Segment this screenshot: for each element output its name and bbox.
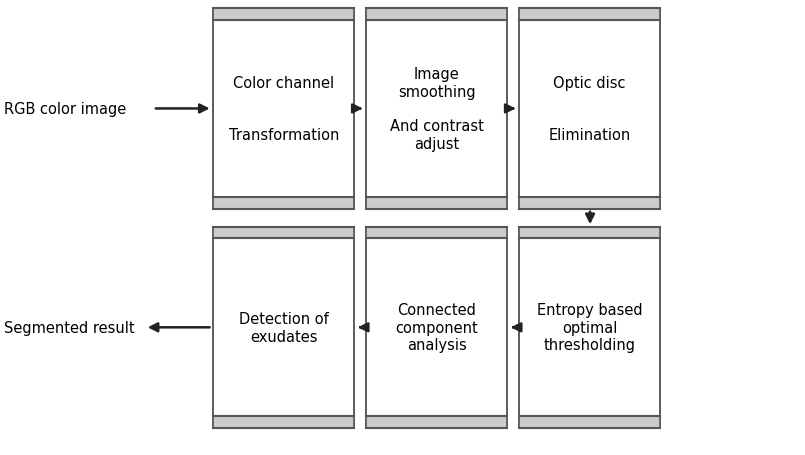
Bar	[366, 228, 507, 428]
Bar	[213, 198, 354, 209]
Bar	[519, 228, 660, 428]
Bar	[213, 9, 354, 209]
Text: Detection of
exudates: Detection of exudates	[239, 311, 328, 344]
Text: RGB color image: RGB color image	[4, 102, 126, 116]
Text: Image
smoothing

And contrast
adjust: Image smoothing And contrast adjust	[390, 67, 484, 152]
Bar	[519, 9, 660, 20]
Text: Entropy based
optimal
thresholding: Entropy based optimal thresholding	[537, 303, 642, 353]
Text: Optic disc


Elimination: Optic disc Elimination	[548, 76, 631, 143]
Bar	[366, 9, 507, 209]
Bar	[366, 9, 507, 20]
Text: Connected
component
analysis: Connected component analysis	[395, 303, 478, 353]
Text: Segmented result: Segmented result	[4, 320, 134, 335]
Bar	[519, 416, 660, 428]
Bar	[519, 9, 660, 209]
Bar	[519, 198, 660, 209]
Bar	[519, 228, 660, 239]
Text: Color channel


Transformation: Color channel Transformation	[229, 76, 339, 143]
Bar	[366, 228, 507, 239]
Bar	[213, 9, 354, 20]
Bar	[213, 416, 354, 428]
Bar	[366, 416, 507, 428]
Bar	[366, 198, 507, 209]
Bar	[213, 228, 354, 428]
Bar	[213, 228, 354, 239]
